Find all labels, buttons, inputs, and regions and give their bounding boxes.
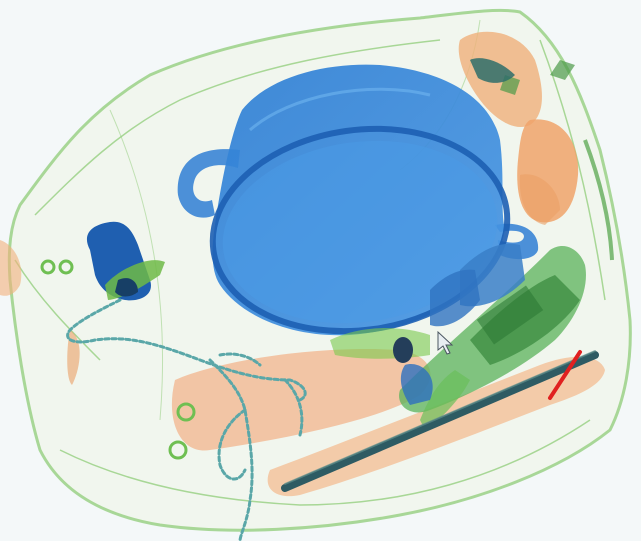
mouse-pointer-icon: [437, 330, 454, 355]
cooking-pot: [177, 64, 539, 336]
electronic-device: [330, 58, 614, 430]
drinking-flask: [86, 221, 165, 301]
threat-marker: [548, 350, 582, 400]
rings: [40, 259, 196, 460]
metal-rod: [281, 350, 599, 492]
metal-chain: [66, 298, 307, 541]
